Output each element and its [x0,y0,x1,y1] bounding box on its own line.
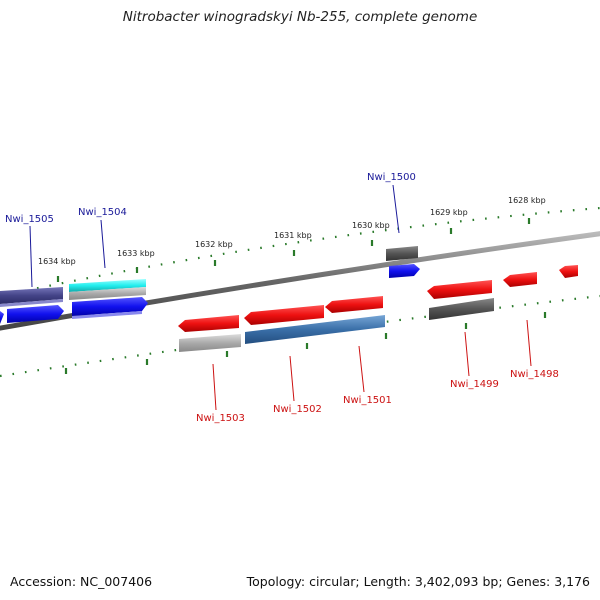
leader-nwi-1502 [289,355,295,402]
leader-nwi-1503 [212,363,217,411]
feature-nwi-1500[interactable] [386,246,418,261]
map-title: Nitrobacter winogradskyi Nb-255, complet… [122,9,478,25]
feature-nwi-1505-shade [0,299,63,307]
feature-nwi-1499[interactable] [427,280,492,299]
feature-nwi-1504[interactable] [69,279,146,292]
feature-nwi-1505[interactable] [0,287,63,304]
feature-nwi-1502-steel [245,315,385,344]
feature-nwi-1501[interactable] [325,296,383,313]
scale-label-1634: 1634 kbp [38,257,76,266]
accession-footer: Accession: NC_007406 [10,574,153,589]
inner-major-ticks [64,312,547,374]
gene-label-nwi-1500[interactable]: Nwi_1500 [367,172,416,183]
feature-nwi-1499-gray [429,298,494,320]
feature-nwi-1504-gray [69,287,146,300]
feature-nwi-1498[interactable] [503,272,537,287]
scale-label-1629: 1629 kbp [430,208,468,217]
scale-label-1632: 1632 kbp [195,240,233,249]
scale-label-1633: 1633 kbp [117,249,155,258]
gene-label-nwi-1501[interactable]: Nwi_1501 [343,395,392,406]
gene-label-nwi-1499[interactable]: Nwi_1499 [450,379,499,390]
gene-label-nwi-1498[interactable]: Nwi_1498 [510,369,559,380]
topology-footer: Topology: circular; Length: 3,402,093 bp… [246,574,590,589]
scale-label-1631: 1631 kbp [274,231,312,240]
leader-nwi-1499 [464,331,470,377]
leader-nwi-1498 [526,319,532,367]
feature-nwi-1502[interactable] [244,305,324,325]
feature-red-right-edge[interactable] [559,265,578,278]
feature-blue-arrow-1[interactable] [7,305,64,323]
feature-blue-arrow-2-shade [72,311,142,319]
gene-label-nwi-1502[interactable]: Nwi_1502 [273,404,322,415]
feature-nwi-1503[interactable] [178,315,239,332]
leader-nwi-1501 [358,345,365,393]
leader-nwi-1500 [392,184,400,234]
gene-label-nwi-1504[interactable]: Nwi_1504 [78,207,127,218]
leader-nwi-1504 [100,219,106,269]
scale-label-1630: 1630 kbp [352,221,390,230]
feature-blue-arrow-2[interactable] [72,297,148,316]
outer-major-ticks [56,218,531,282]
feature-nwi-1503-gray [179,334,241,352]
gene-label-nwi-1503[interactable]: Nwi_1503 [196,413,245,424]
feature-blue-arrow-left-edge[interactable] [0,311,4,324]
leader-nwi-1505 [29,225,33,288]
scale-label-1628: 1628 kbp [508,196,546,205]
gene-label-nwi-1505[interactable]: Nwi_1505 [5,214,54,225]
feature-nwi-1500-blue[interactable] [389,264,420,278]
